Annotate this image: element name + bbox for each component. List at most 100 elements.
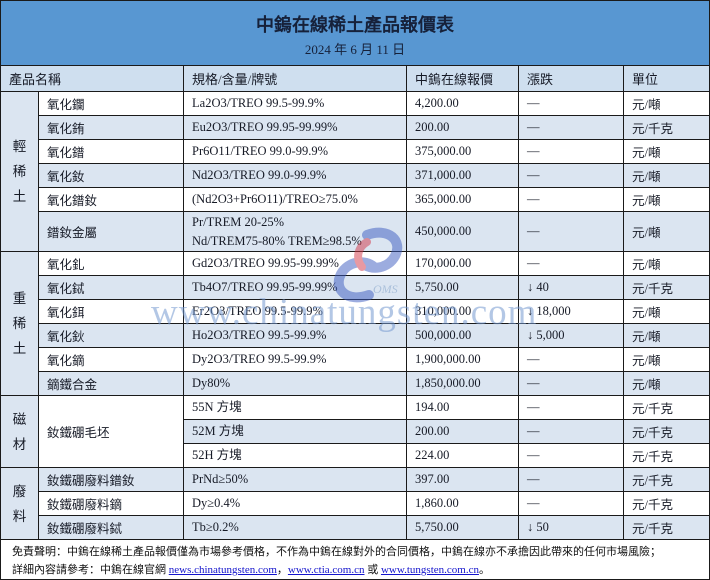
- spec-cell: Gd2O3/TREO 99.95-99.99%: [183, 251, 408, 276]
- unit-cell: 元/噸: [623, 323, 709, 348]
- unit-cell: 元/千克: [623, 395, 709, 420]
- product-name-cell: 氧化鈥: [37, 323, 185, 348]
- change-cell: ↓ 50: [518, 515, 625, 540]
- spec-cell: 52M 方塊: [183, 419, 408, 444]
- col-header-spec: 規格/含量/牌號: [183, 65, 408, 92]
- category-cell-light-rare-earth: 輕稀土: [1, 91, 39, 252]
- product-name-cell: 氧化鐠: [37, 139, 185, 164]
- table-row: 輕稀土 氧化鑭 La2O3/TREO 99.5-99.9% 4,200.00 —…: [1, 91, 709, 252]
- table-row: 氧化鈥 Ho2O3/TREO 99.5-99.9% 500,000.00 ↓ 5…: [1, 323, 709, 348]
- footer-link-news[interactable]: news.chinatungsten.com: [168, 564, 277, 576]
- category-cell-magnet-material: 磁材: [1, 395, 39, 468]
- change-cell: —: [518, 467, 625, 492]
- spec-cell: Eu2O3/TREO 99.95-99.99%: [183, 115, 408, 140]
- table-row: 重稀土 氧化釓 Gd2O3/TREO 99.95-99.99% 170,000.…: [1, 251, 709, 396]
- change-cell: ↓ 5,000: [518, 323, 625, 348]
- price-cell: 450,000.00: [406, 211, 520, 252]
- category-cell-heavy-rare-earth: 重稀土: [1, 251, 39, 396]
- table-row: 廢料 釹鐵硼廢料鐠釹 PrNd≥50% 397.00 — 元/千克: [1, 467, 709, 540]
- category-cell-scrap: 廢料: [1, 467, 39, 540]
- unit-cell: 元/噸: [623, 139, 709, 164]
- col-header-price: 中鎢在線報價: [406, 65, 520, 92]
- report-title: 中鎢在線稀土產品報價表: [256, 15, 454, 35]
- unit-cell: 元/千克: [623, 491, 709, 516]
- spec-cell: PrNd≥50%: [183, 467, 408, 492]
- spec-cell: Nd2O3/TREO 99.0-99.9%: [183, 163, 408, 188]
- change-cell: ↓ 18,000: [518, 299, 625, 324]
- change-cell: —: [518, 491, 625, 516]
- product-name-cell: 氧化釹: [37, 163, 185, 188]
- table-header-row: 產品名稱 規格/含量/牌號 中鎢在線報價 漲跌 單位: [1, 65, 709, 92]
- col-header-product: 產品名稱: [1, 65, 185, 92]
- spec-cell: La2O3/TREO 99.5-99.9%: [183, 91, 408, 116]
- table-row: 釹鐵硼廢料鏑 Dy≥0.4% 1,860.00 — 元/千克: [1, 491, 709, 516]
- disclaimer-line2: 詳細內容請參考：中鎢在線官網 news.chinatungsten.com，ww…: [12, 564, 490, 576]
- price-cell: 375,000.00: [406, 139, 520, 164]
- spec-cell: Pr/TREM 20-25% Nd/TREM75-80% TREM≥98.5%: [183, 211, 408, 252]
- table-row: 氧化鋱 Tb4O7/TREO 99.95-99.99% 5,750.00 ↓ 4…: [1, 275, 709, 300]
- change-cell: —: [518, 419, 625, 444]
- unit-cell: 元/千克: [623, 515, 709, 540]
- product-name-cell: 氧化釓: [37, 251, 185, 276]
- unit-cell: 元/千克: [623, 443, 709, 468]
- footer-link-tungsten[interactable]: www.tungsten.com.cn: [380, 564, 479, 576]
- disclaimer-line1: 免責聲明：中鎢在線稀土產品報價僅為市場參考價格，不作為中鎢在線對外的合同價格，中…: [12, 546, 661, 558]
- price-cell: 500,000.00: [406, 323, 520, 348]
- unit-cell: 元/噸: [623, 251, 709, 276]
- change-cell: —: [518, 115, 625, 140]
- price-cell: 397.00: [406, 467, 520, 492]
- table-row: 氧化銪 Eu2O3/TREO 99.95-99.99% 200.00 — 元/千…: [1, 115, 709, 140]
- product-name-cell: 氧化鑭: [37, 91, 185, 116]
- change-cell: —: [518, 371, 625, 396]
- table-row: 氧化鐠 Pr6O11/TREO 99.0-99.9% 375,000.00 — …: [1, 139, 709, 164]
- change-cell: —: [518, 163, 625, 188]
- spec-cell: 52H 方塊: [183, 443, 408, 468]
- price-cell: 5,750.00: [406, 275, 520, 300]
- spec-cell: Ho2O3/TREO 99.5-99.9%: [183, 323, 408, 348]
- footer-link-ctia[interactable]: www.ctia.com.cn: [287, 564, 365, 576]
- unit-cell: 元/噸: [623, 347, 709, 372]
- report-date: 2024 年 6 月 11 日: [304, 42, 406, 57]
- table-row: 磁材 釹鐵硼毛坯 55N 方塊 194.00 — 元/千克: [1, 395, 709, 468]
- table-row: 氧化鏑 Dy2O3/TREO 99.5-99.9% 1,900,000.00 —…: [1, 347, 709, 372]
- product-name-cell: 釹鐵硼廢料鐠釹: [37, 467, 185, 492]
- unit-cell: 元/千克: [623, 467, 709, 492]
- product-name-cell: 釹鐵硼毛坯: [37, 395, 185, 468]
- spec-cell: Pr6O11/TREO 99.0-99.9%: [183, 139, 408, 164]
- spec-cell: Tb4O7/TREO 99.95-99.99%: [183, 275, 408, 300]
- change-cell: —: [518, 443, 625, 468]
- spec-cell: 55N 方塊: [183, 395, 408, 420]
- spec-cell: Er2O3/TREO 99.5-99.9%: [183, 299, 408, 324]
- unit-cell: 元/噸: [623, 211, 709, 252]
- price-cell: 5,750.00: [406, 515, 520, 540]
- price-cell: 371,000.00: [406, 163, 520, 188]
- spec-cell: Dy≥0.4%: [183, 491, 408, 516]
- table-row: 氧化鐠釹 (Nd2O3+Pr6O11)/TREO≥75.0% 365,000.0…: [1, 187, 709, 212]
- spec-cell: Dy80%: [183, 371, 408, 396]
- price-cell: 194.00: [406, 395, 520, 420]
- title-band: 中鎢在線稀土產品報價表 2024 年 6 月 11 日: [1, 1, 709, 65]
- price-cell: 4,200.00: [406, 91, 520, 116]
- change-cell: ↓ 40: [518, 275, 625, 300]
- price-cell: 200.00: [406, 115, 520, 140]
- unit-cell: 元/噸: [623, 371, 709, 396]
- price-cell: 1,850,000.00: [406, 371, 520, 396]
- unit-cell: 元/噸: [623, 91, 709, 116]
- change-cell: —: [518, 91, 625, 116]
- product-name-cell: 釹鐵硼廢料鏑: [37, 491, 185, 516]
- table-row: 氧化釹 Nd2O3/TREO 99.0-99.9% 371,000.00 — 元…: [1, 163, 709, 188]
- price-cell: 224.00: [406, 443, 520, 468]
- table-row: 釹鐵硼廢料鋱 Tb≥0.2% 5,750.00 ↓ 50 元/千克: [1, 515, 709, 540]
- product-name-cell: 鐠釹金屬: [37, 211, 185, 252]
- price-cell: 365,000.00: [406, 187, 520, 212]
- change-cell: —: [518, 211, 625, 252]
- table-row: 鐠釹金屬 Pr/TREM 20-25% Nd/TREM75-80% TREM≥9…: [1, 211, 709, 252]
- col-header-change: 漲跌: [518, 65, 625, 92]
- spec-cell: (Nd2O3+Pr6O11)/TREO≥75.0%: [183, 187, 408, 212]
- spec-cell: Dy2O3/TREO 99.5-99.9%: [183, 347, 408, 372]
- product-name-cell: 氧化鉺: [37, 299, 185, 324]
- table-row: 鏑鐵合金 Dy80% 1,850,000.00 — 元/噸: [1, 371, 709, 396]
- unit-cell: 元/千克: [623, 115, 709, 140]
- price-cell: 1,860.00: [406, 491, 520, 516]
